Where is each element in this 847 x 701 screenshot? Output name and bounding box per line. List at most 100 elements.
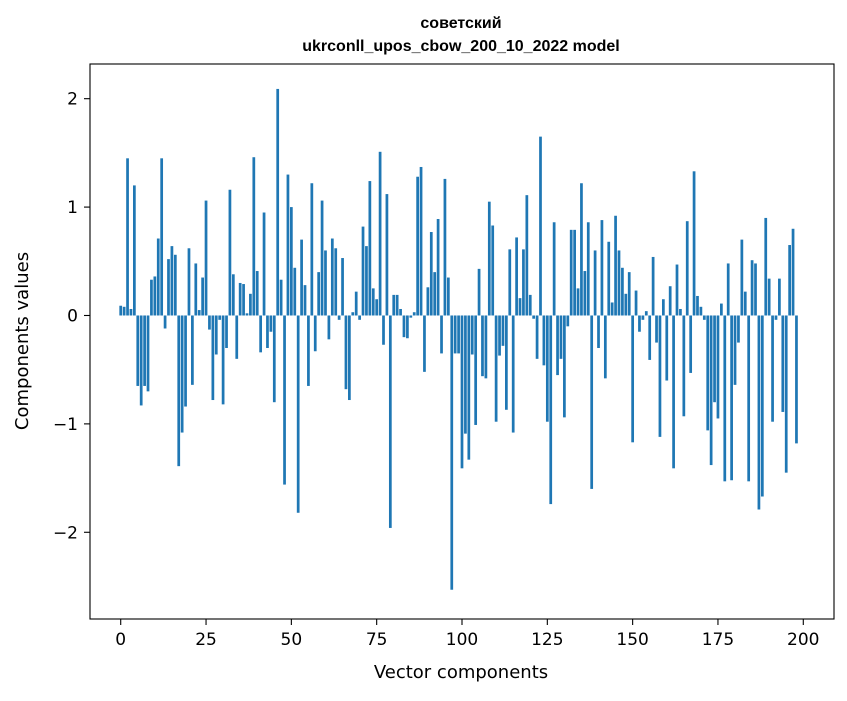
bar [375,299,379,316]
bar [696,295,699,316]
y-tick-label: 2 [67,90,78,110]
y-axis-label: Components values [12,252,33,430]
bar [119,305,123,316]
bar [467,315,471,460]
bar [334,248,338,316]
bar [593,250,597,316]
bar [737,315,740,343]
bar [566,315,570,327]
bar [307,315,310,386]
bar [477,268,481,316]
bar [228,189,232,316]
bar [231,274,235,316]
bar [590,315,594,489]
bar [518,298,522,316]
bar [392,294,396,316]
bar [279,279,283,316]
bar [661,299,665,316]
bar [778,278,781,316]
bar [446,277,450,316]
x-tick-label: 75 [366,630,388,650]
bar [675,264,679,316]
bar [317,272,321,316]
bar [549,315,553,505]
bar [341,258,344,316]
bar [648,315,652,360]
bar [153,276,157,316]
bar [269,315,273,332]
bar [580,183,583,316]
bar [774,315,778,320]
bar [535,315,539,359]
bar [788,245,791,316]
bar [399,308,402,316]
bar [136,315,140,386]
bar [481,315,484,377]
bar [163,315,167,329]
bar-series [119,88,798,590]
bar [470,315,474,355]
bar [764,217,768,316]
x-tick-label: 50 [281,630,303,650]
bar [382,315,385,345]
x-tick-label: 200 [787,630,819,650]
bar [576,288,580,316]
bar [416,176,419,316]
bar [344,315,348,390]
bar [289,207,293,316]
bar [743,291,747,316]
bar [726,263,730,316]
bar [204,200,208,316]
bar [474,315,478,425]
bar [245,313,249,316]
chart-title-line-2: ukrconll_upos_cbow_200_10_2022 model [302,38,619,55]
bar [262,212,266,316]
bar [733,315,737,385]
bar [221,315,225,405]
y-tick-label: −2 [53,523,78,543]
bar [757,315,761,510]
bar [699,306,703,316]
bar [173,254,177,316]
bar [614,215,617,316]
bar [303,285,307,316]
bar [597,315,600,348]
bar [388,315,392,528]
bar [255,271,259,316]
bar [423,315,426,372]
bar [440,315,443,354]
bar [436,219,440,316]
bar [276,88,280,316]
bar [310,183,314,316]
bar [283,315,286,485]
bar [494,315,498,422]
bar [730,315,733,481]
bar [156,238,160,316]
bar [747,315,751,482]
bar [313,315,317,352]
y-tick-label: −1 [53,415,78,435]
bar [126,158,129,316]
bar [201,277,204,316]
bar [767,278,771,316]
bar [610,302,614,316]
bar [406,315,409,339]
bar [586,222,590,316]
bar [668,286,672,316]
bar [348,315,351,401]
bar [713,315,716,403]
bar [528,294,532,316]
bar [429,232,433,316]
bar [129,308,133,316]
bar [184,315,187,407]
bar [330,238,334,316]
bar [508,249,512,316]
x-tick-label: 125 [531,630,563,650]
bar [139,315,143,406]
bar [235,315,239,359]
bar [795,315,798,444]
bar [644,311,648,316]
bar [225,315,228,348]
bar [655,315,658,343]
